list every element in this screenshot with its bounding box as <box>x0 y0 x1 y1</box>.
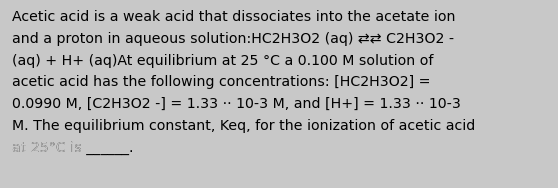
Text: 0.0990 M, [C2H3O2 -] = 1.33 ·· 10-3 M, and [H+] = 1.33 ·· 10-3: 0.0990 M, [C2H3O2 -] = 1.33 ·· 10-3 M, a… <box>12 97 461 111</box>
Text: Acetic acid is a weak acid that dissociates into the acetate ion: Acetic acid is a weak acid that dissocia… <box>12 10 455 24</box>
Text: M. The equilibrium constant, Keq, for the ionization of acetic acid: M. The equilibrium constant, Keq, for th… <box>12 119 475 133</box>
Text: acetic acid has the following concentrations: [HC2H3O2] =: acetic acid has the following concentrat… <box>12 75 431 89</box>
Text: (aq) + H+ (aq)At equilibrium at 25 °C a 0.100 M solution of: (aq) + H+ (aq)At equilibrium at 25 °C a … <box>12 54 434 68</box>
Text: and a proton in aqueous solution:HC2H3O2 (aq) ⇄⇄ C2H3O2 -: and a proton in aqueous solution:HC2H3O2… <box>12 32 454 46</box>
Text: at 25°C is: at 25°C is <box>12 141 86 155</box>
Text: at 25°C is ______.: at 25°C is ______. <box>12 141 133 155</box>
